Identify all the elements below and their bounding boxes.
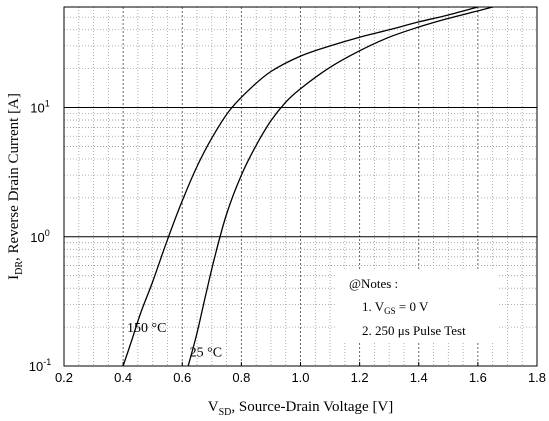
- y-axis-title-subscript: DR: [14, 261, 25, 275]
- x-tick-label: 1.2: [351, 370, 369, 385]
- notes-line-1-suffix: = 0 V: [396, 299, 429, 314]
- notes-line-2: 2. 250 μs Pulse Test: [362, 323, 466, 338]
- y-tick-label-base: 10: [30, 101, 44, 116]
- x-tick-label: 1.0: [291, 370, 309, 385]
- y-axis-title-text: , Reverse Drain Current [A]: [6, 93, 22, 261]
- y-axis-title-symbol: I: [6, 275, 22, 280]
- y-tick-label-exponent: 0: [45, 228, 50, 238]
- y-tick-label-base: 10: [30, 230, 44, 245]
- x-tick-label: 1.8: [528, 370, 546, 385]
- grid: [64, 6, 537, 366]
- series-150c-line: [122, 6, 479, 367]
- x-axis-title-symbol: V: [208, 399, 219, 415]
- y-tick-label: 101: [30, 99, 49, 116]
- curves: [122, 6, 493, 367]
- x-tick-labels: 0.2 0.4 0.6 0.8 1.0 1.2 1.4 1.6 1.8: [55, 362, 546, 385]
- x-tick-label: 0.8: [232, 370, 250, 385]
- y-axis-title: IDR, Reverse Drain Current [A]: [6, 93, 25, 280]
- notes-line-1-subscript: GS: [384, 306, 396, 316]
- y-tick-label: 10-1: [29, 357, 51, 374]
- series-25c-line: [187, 6, 493, 367]
- y-tick-label-base: 10: [29, 359, 43, 374]
- notes-line-1-prefix: 1. V: [362, 299, 385, 314]
- x-tick-label: 1.4: [410, 370, 428, 385]
- x-tick-label: 0.2: [55, 370, 73, 385]
- notes-box: [337, 270, 497, 342]
- notes-line-1: 1. VGS = 0 V: [362, 299, 429, 316]
- label-150c: 150 °C: [127, 321, 166, 336]
- notes-title: @Notes :: [349, 276, 398, 291]
- label-25c: 25 °C: [190, 345, 222, 360]
- y-tick-label-exponent: 1: [45, 99, 50, 109]
- x-tick-label: 0.4: [114, 370, 132, 385]
- x-axis-title-subscript: SD: [219, 407, 232, 418]
- curve-labels: 150 °C 25 °C: [127, 321, 222, 360]
- y-tick-label: 100: [30, 228, 49, 245]
- x-tick-label: 0.6: [173, 370, 191, 385]
- x-axis-title: VSD, Source-Drain Voltage [V]: [208, 399, 394, 418]
- y-tick-label-exponent: -1: [43, 357, 51, 367]
- x-axis-title-text: , Source-Drain Voltage [V]: [231, 399, 393, 415]
- x-tick-label: 1.6: [469, 370, 487, 385]
